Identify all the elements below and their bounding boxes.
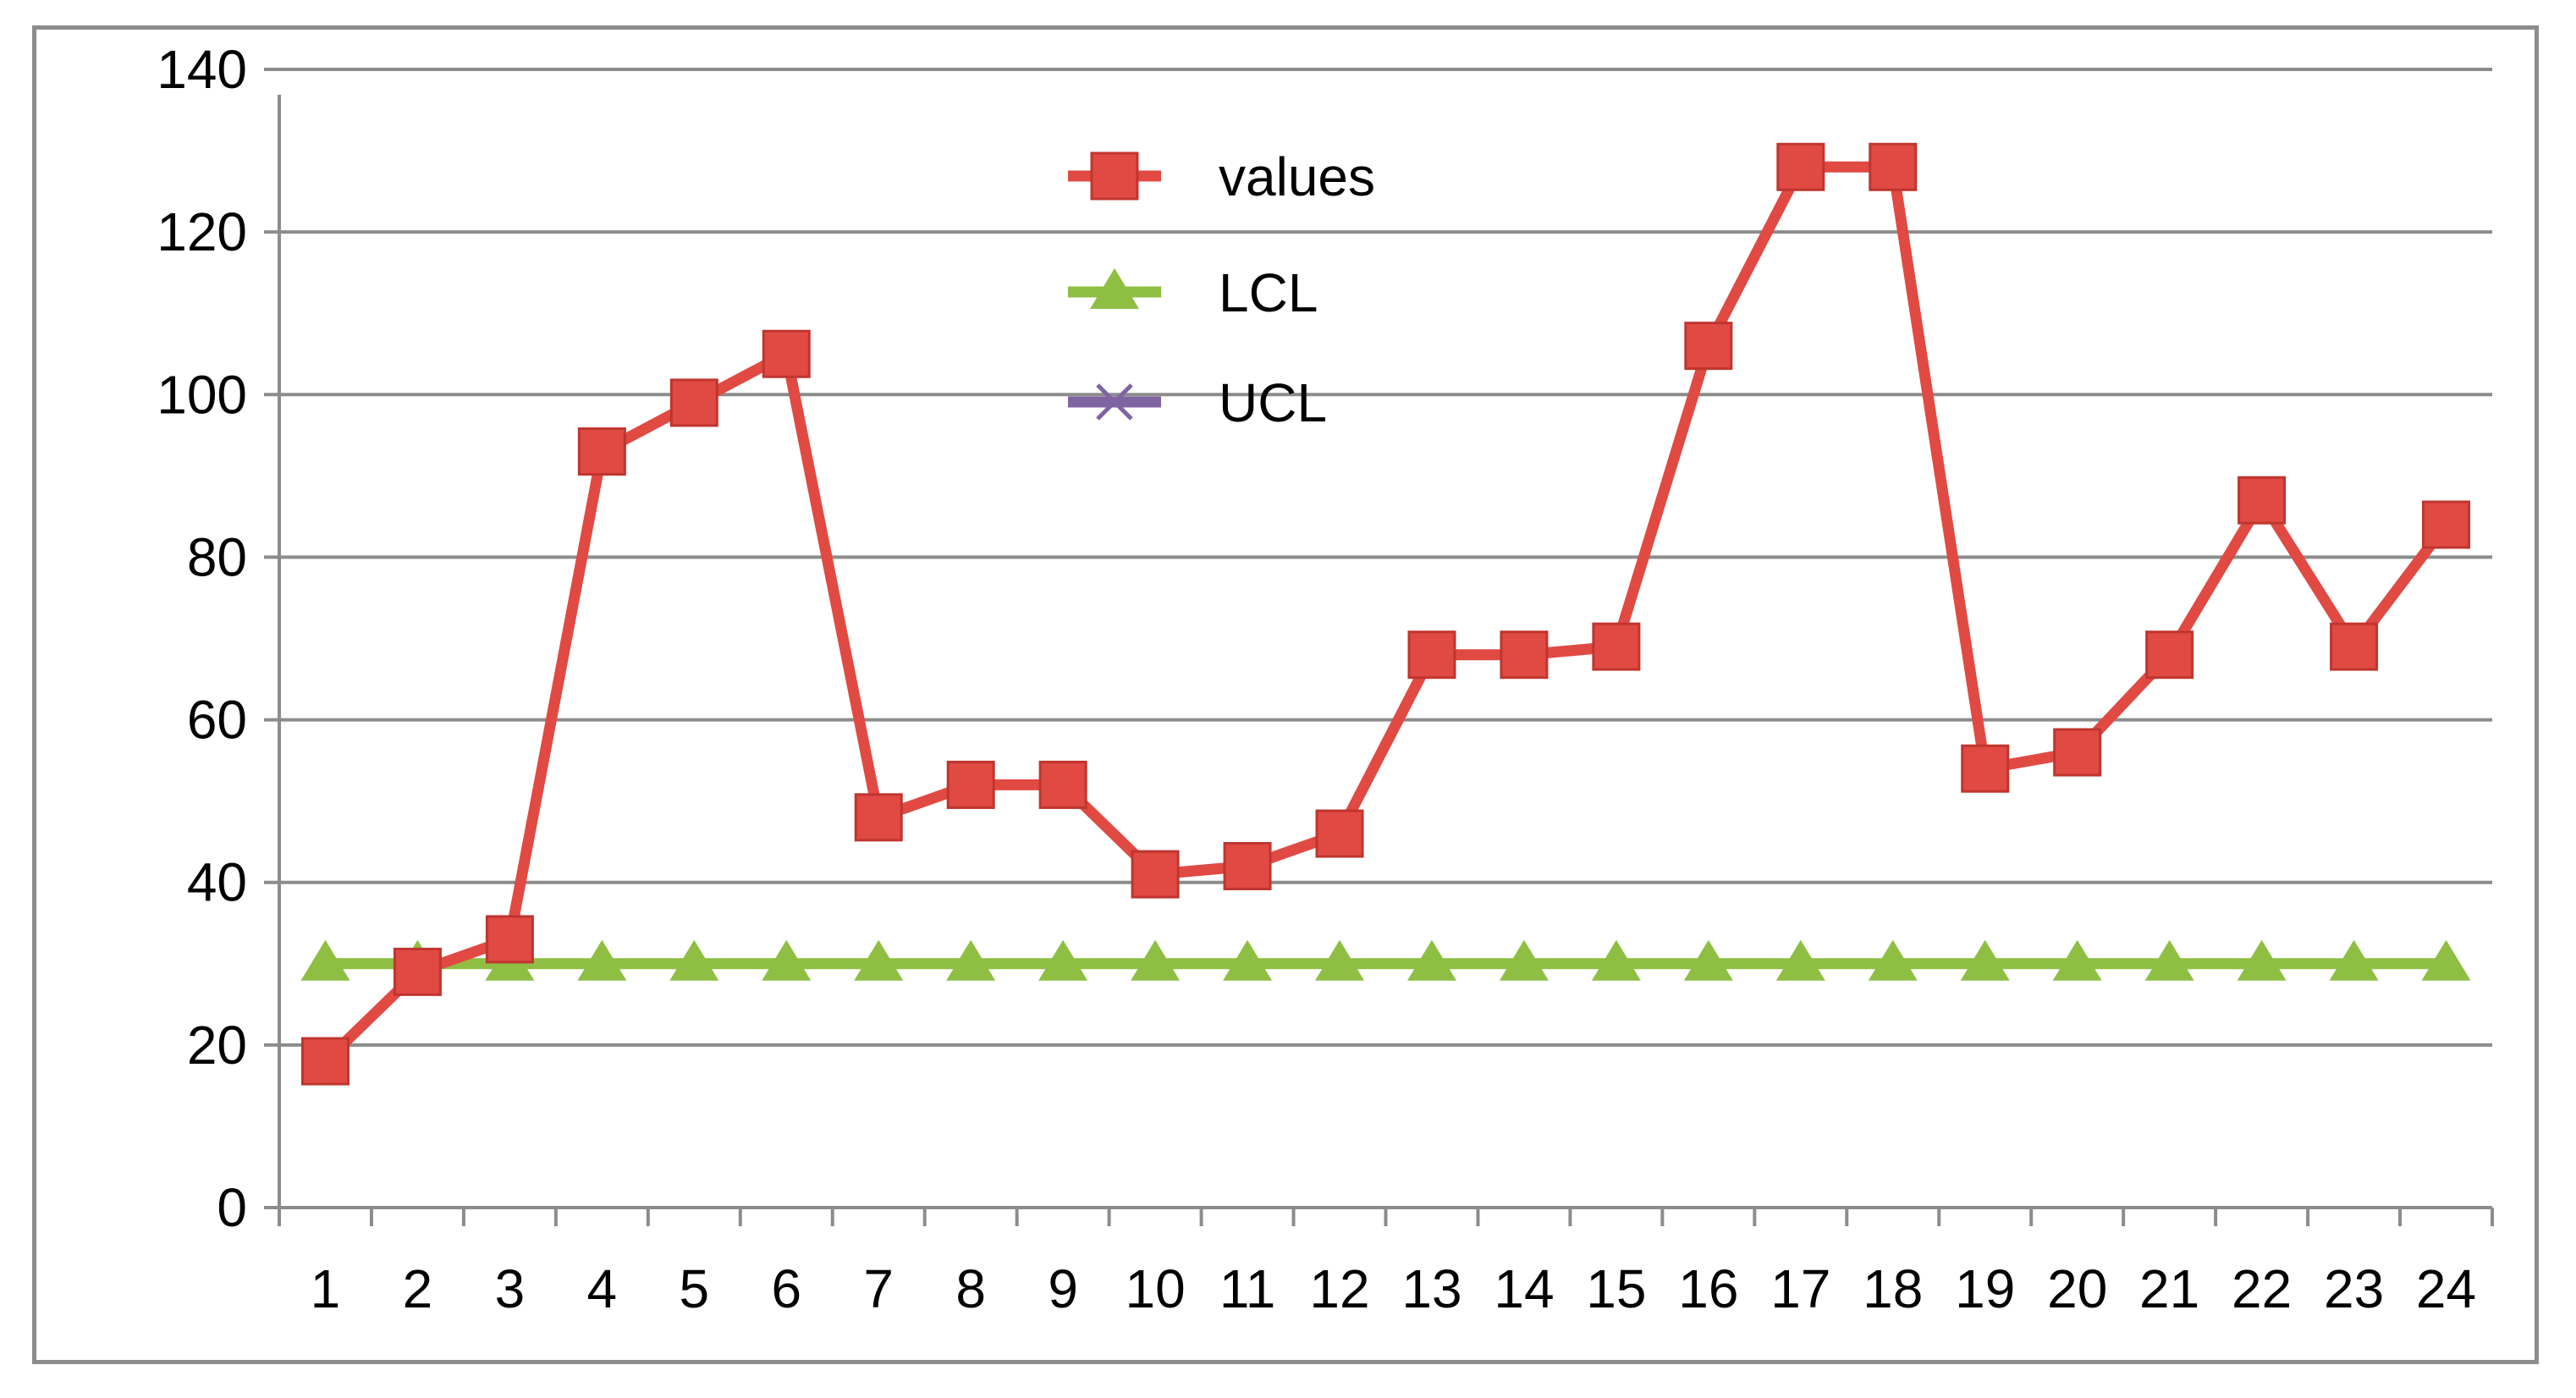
point-LCL-7: [854, 939, 904, 981]
x-tick-label-12: 12: [1309, 1258, 1369, 1319]
point-values-12: [1315, 809, 1364, 858]
point-values-11: [1223, 842, 1272, 890]
y-tick-label-120: 120: [157, 201, 247, 262]
series-values: [300, 142, 2471, 1086]
legend-marker-UCL-stroke-b: [1096, 383, 1133, 421]
point-LCL-12: [1315, 939, 1365, 981]
x-tick-label-18: 18: [1863, 1258, 1923, 1319]
legend-marker-values: [1090, 151, 1139, 201]
point-values-16: [1684, 322, 1733, 371]
point-LCL-15: [1591, 939, 1641, 981]
legend-entry-LCL: LCL: [1068, 262, 1318, 323]
point-LCL-19: [1960, 939, 2010, 981]
x-tick-label-15: 15: [1586, 1258, 1646, 1319]
x-tick-label-5: 5: [680, 1258, 710, 1319]
legend-marker-LCL: [1090, 268, 1139, 309]
point-LCL-4: [577, 939, 627, 981]
x-tick-label-14: 14: [1494, 1258, 1554, 1319]
legend-marker-UCL: [1096, 383, 1133, 421]
gridlines: [279, 68, 2492, 1047]
y-tick-label-0: 0: [217, 1177, 247, 1238]
x-tick-label-17: 17: [1770, 1258, 1830, 1319]
point-values-4: [577, 427, 626, 476]
point-values-20: [2053, 728, 2102, 777]
x-tick-label-1: 1: [311, 1258, 341, 1319]
point-values-5: [669, 378, 718, 427]
point-values-21: [2145, 630, 2194, 680]
y-axis-ticks: 0 20 40 60 80 100 120 140: [157, 39, 279, 1238]
point-values-6: [762, 329, 811, 378]
y-tick-label-20: 20: [187, 1015, 247, 1076]
point-values-17: [1776, 142, 1825, 191]
point-LCL-1: [300, 939, 350, 981]
point-LCL-13: [1406, 939, 1456, 981]
x-tick-label-3: 3: [495, 1258, 526, 1319]
point-values-1: [300, 1037, 350, 1086]
point-LCL-5: [669, 939, 719, 981]
x-tick-label-4: 4: [587, 1258, 618, 1319]
point-values-22: [2237, 476, 2287, 525]
x-tick-label-11: 11: [1219, 1258, 1275, 1319]
chart-frame: [32, 25, 2539, 1364]
x-tick-label-6: 6: [771, 1258, 801, 1319]
x-tick-label-23: 23: [2324, 1258, 2384, 1319]
point-LCL-23: [2329, 939, 2379, 981]
x-tick-label-21: 21: [2139, 1258, 2199, 1319]
x-tick-label-8: 8: [955, 1258, 986, 1319]
legend: values LCL UCL: [1068, 146, 1375, 433]
x-tick-label-24: 24: [2416, 1258, 2476, 1319]
x-tick-label-22: 22: [2232, 1258, 2292, 1319]
y-tick-label-100: 100: [157, 364, 247, 425]
x-tick-label-19: 19: [1955, 1258, 2015, 1319]
series-layer: [300, 142, 2471, 1086]
point-LCL-8: [946, 939, 996, 981]
point-values-13: [1407, 630, 1456, 680]
y-tick-label-60: 60: [187, 690, 247, 751]
legend-label-UCL: UCL: [1219, 372, 1327, 433]
point-values-3: [485, 915, 534, 964]
legend-label-LCL: LCL: [1219, 262, 1318, 323]
point-values-10: [1131, 850, 1180, 899]
point-LCL-22: [2237, 939, 2287, 981]
y-tick-label-80: 80: [187, 526, 247, 587]
series-line-values: [321, 161, 2451, 1065]
point-values-23: [2330, 622, 2379, 671]
point-LCL-6: [762, 939, 812, 981]
x-tick-label-16: 16: [1678, 1258, 1738, 1319]
point-values-8: [946, 760, 995, 809]
point-values-7: [854, 793, 903, 842]
point-values-14: [1500, 630, 1549, 680]
x-tick-label-20: 20: [2047, 1258, 2107, 1319]
y-tick-label-40: 40: [187, 852, 247, 913]
x-tick-label-2: 2: [403, 1258, 433, 1319]
x-tick-label-9: 9: [1048, 1258, 1078, 1319]
point-LCL-11: [1223, 939, 1273, 981]
x-tick-label-13: 13: [1401, 1258, 1461, 1319]
point-values-2: [393, 947, 442, 996]
x-tick-label-7: 7: [863, 1258, 894, 1319]
y-tick-label-140: 140: [157, 39, 247, 100]
point-values-15: [1592, 622, 1641, 671]
point-values-9: [1038, 760, 1087, 809]
point-values-19: [1961, 744, 2010, 793]
point-LCL-16: [1683, 939, 1733, 981]
point-LCL-21: [2144, 939, 2194, 981]
legend-entry-UCL: UCL: [1068, 372, 1327, 433]
point-LCL-17: [1775, 939, 1825, 981]
point-LCL-18: [1868, 939, 1918, 981]
point-values-24: [2422, 500, 2471, 549]
point-values-18: [1869, 142, 1918, 191]
point-LCL-20: [2052, 939, 2102, 981]
point-LCL-9: [1038, 939, 1088, 981]
x-axis-ticks: 1 2 3 4 5 6 7 8 9 10 11 12 13 14 15 16 17 18 19 20 21 22 23 24: [278, 1208, 2494, 1319]
x-tick-label-10: 10: [1126, 1258, 1186, 1319]
point-LCL-14: [1499, 939, 1549, 981]
point-LCL-24: [2421, 939, 2471, 981]
point-LCL-10: [1131, 939, 1181, 981]
legend-label-values: values: [1219, 146, 1375, 207]
legend-entry-values: values: [1068, 146, 1375, 207]
series-LCL: [300, 939, 2471, 981]
